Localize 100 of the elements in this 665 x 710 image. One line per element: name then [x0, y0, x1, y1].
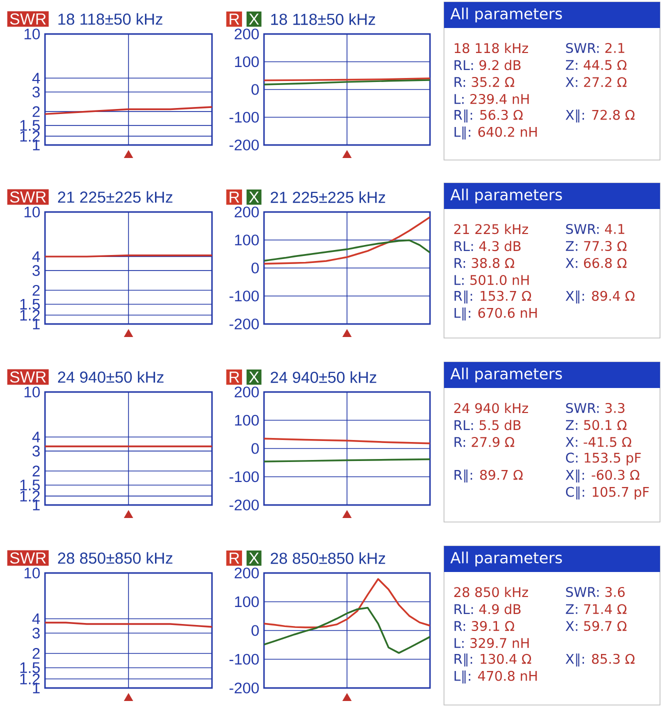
text: Z: 77.3 Ω — [566, 240, 626, 252]
text: Z: 71.4 Ω — [566, 604, 626, 614]
y-tick-label: 100 — [235, 414, 259, 426]
text: R — [230, 192, 240, 203]
y-tick-label: 4 — [32, 72, 40, 84]
text: SWR: 4.1 — [566, 224, 624, 234]
y-tick-label: 1.2 — [20, 310, 40, 320]
y-tick-label: 100 — [235, 234, 259, 246]
text: SWR: 2.1 — [566, 42, 624, 54]
text: 21 225 kHz — [454, 224, 528, 234]
text: SWR — [10, 371, 46, 383]
y-tick-label: 4 — [32, 251, 40, 262]
text: SWR — [10, 13, 46, 25]
y-tick-label: 4 — [32, 432, 40, 442]
chart-title: 18 118±50 kHz — [58, 13, 162, 25]
text: X: -41.5 Ω — [566, 436, 632, 447]
text: All parameters — [450, 188, 562, 204]
y-tick-label: -200 — [230, 318, 259, 330]
y-tick-label: 1 — [33, 682, 40, 694]
text: 28 850 kHz — [454, 586, 528, 598]
text: L∥: 640.2 nH — [454, 126, 537, 140]
text: Z: 44.5 Ω — [566, 60, 626, 70]
y-tick-label: 2 — [32, 106, 40, 117]
y-tick-label: 1.5 — [20, 298, 40, 310]
text: RL: 4.9 dB — [454, 604, 521, 614]
y-tick-label: 1 — [33, 500, 40, 510]
text: L: 329.7 nH — [454, 638, 529, 648]
chart-title: 21 225±225 kHz — [270, 191, 386, 203]
text: R: 38.8 Ω — [454, 258, 514, 268]
text: X — [249, 14, 259, 25]
text: X∥: 72.8 Ω — [566, 109, 635, 123]
chart-title: 24 940±50 kHz — [270, 371, 376, 383]
chart-title: 28 850±850 kHz — [270, 552, 386, 564]
text: C: 153.5 pF — [566, 452, 641, 466]
text: RL: 5.5 dB — [454, 420, 521, 430]
text: R — [230, 372, 240, 383]
text: SWR: 3.3 — [566, 402, 624, 414]
text: All parameters — [450, 8, 562, 22]
text: R∥: 153.7 Ω — [454, 290, 532, 304]
y-tick-label: 200 — [234, 568, 259, 578]
y-tick-label: 0 — [252, 262, 259, 274]
y-tick-label: 2 — [32, 648, 40, 659]
chart-title: 18 118±50 kHz — [271, 13, 376, 25]
y-tick-label: -100 — [230, 112, 259, 123]
y-tick-label: 4 — [32, 614, 40, 624]
y-tick-label: -100 — [230, 290, 259, 302]
y-tick-label: 200 — [234, 386, 259, 398]
line-series — [264, 578, 430, 628]
text: SWR — [10, 552, 46, 564]
text: X∥: 89.4 Ω — [566, 290, 635, 304]
y-tick-label: 10 — [24, 206, 40, 218]
y-tick-label: 0 — [252, 443, 259, 454]
chart-title: 21 225±225 kHz — [58, 191, 172, 203]
text: X∥: 85.3 Ω — [566, 653, 635, 667]
y-tick-label: -100 — [230, 654, 259, 665]
y-tick-label: 100 — [235, 56, 259, 68]
y-tick-label: -200 — [230, 682, 259, 694]
y-tick-label: -100 — [230, 471, 259, 482]
chart-title: 28 850±850 kHz — [58, 552, 172, 564]
y-tick-label: 0 — [252, 625, 259, 636]
text: 18 118 kHz — [454, 42, 528, 54]
text: X: 27.2 Ω — [566, 77, 626, 87]
text: X∥: -60.3 Ω — [566, 469, 640, 483]
y-tick-label: 3 — [32, 628, 40, 639]
y-tick-label: -200 — [230, 500, 259, 510]
text: RL: 9.2 dB — [454, 60, 521, 70]
y-tick-label: 200 — [234, 206, 259, 218]
y-tick-label: 1.2 — [20, 674, 40, 684]
text: L∥: 670.6 nH — [454, 307, 537, 321]
y-tick-label: -200 — [230, 140, 259, 150]
y-tick-label: 3 — [32, 446, 40, 456]
y-tick-label: 1.5 — [20, 662, 40, 674]
text: R∥: 56.3 Ω — [454, 109, 523, 123]
text: R: 35.2 Ω — [454, 76, 514, 88]
text: 24 940 kHz — [454, 402, 528, 414]
text: All parameters — [450, 552, 562, 566]
y-tick-label: 3 — [32, 86, 40, 98]
y-tick-label: 1.2 — [20, 490, 40, 502]
text: All parameters — [450, 368, 562, 382]
text: X — [249, 192, 259, 203]
y-tick-label: 2 — [32, 284, 40, 296]
text: SWR — [10, 191, 46, 203]
text: R — [230, 552, 240, 564]
text: C∥: 105.7 pF — [566, 486, 649, 500]
y-tick-label: 10 — [24, 28, 40, 40]
y-tick-label: 1.5 — [20, 480, 40, 490]
y-tick-label: 1.5 — [20, 120, 40, 131]
text: Z: 50.1 Ω — [566, 420, 626, 430]
text: L: 501.0 nH — [454, 274, 529, 286]
text: R: 27.9 Ω — [454, 436, 514, 448]
text: X: 59.7 Ω — [566, 620, 626, 632]
y-tick-label: 100 — [235, 596, 259, 608]
text: L∥: 470.8 nH — [454, 670, 537, 684]
text: RL: 4.3 dB — [454, 240, 521, 252]
text: R: 39.1 Ω — [454, 620, 514, 632]
y-tick-label: 3 — [32, 265, 40, 276]
text: SWR: 3.6 — [566, 586, 625, 598]
text: X: 66.8 Ω — [566, 258, 626, 268]
y-tick-label: 10 — [24, 386, 40, 398]
text: L: 239.4 nH — [454, 94, 529, 104]
